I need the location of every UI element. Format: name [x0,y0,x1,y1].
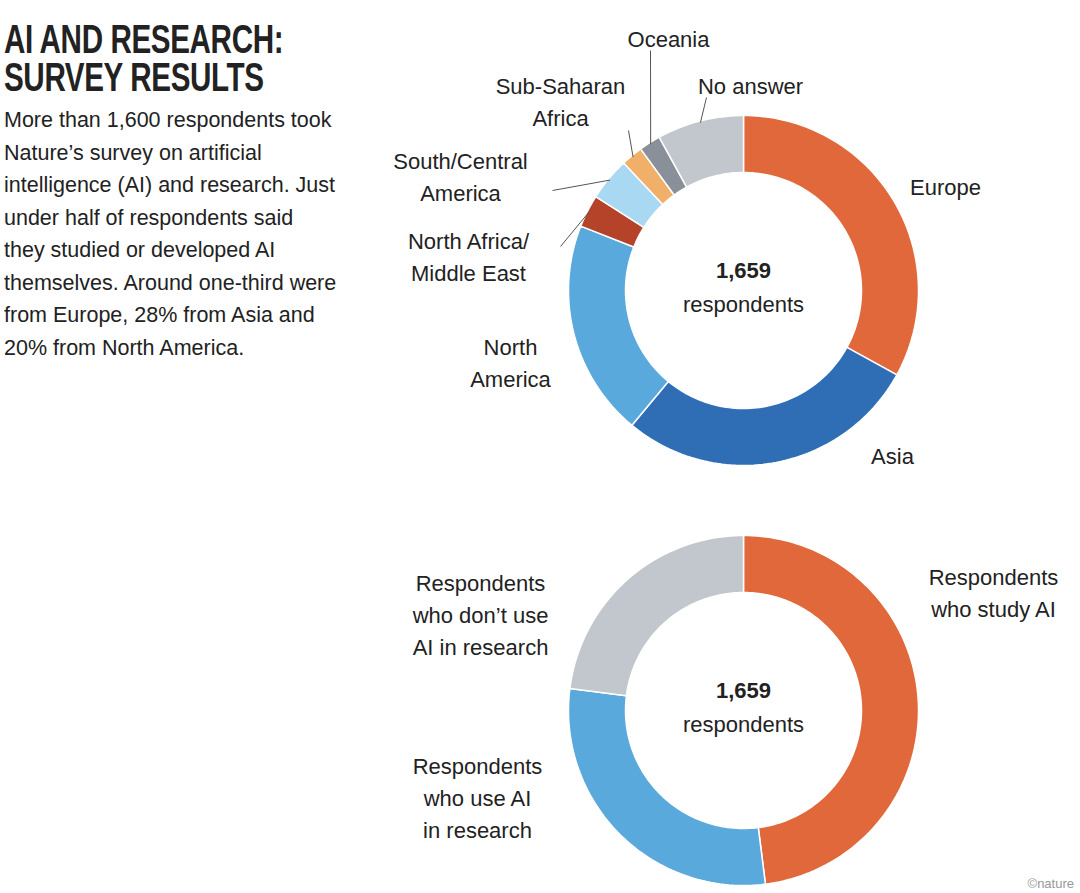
svg-text:1,659: 1,659 [716,258,771,283]
svg-text:South/CentralAmerica: South/CentralAmerica [393,149,528,206]
svg-text:respondents: respondents [683,292,804,317]
svg-text:North Africa/Middle East: North Africa/Middle East [408,229,530,286]
html-text:SURVEY RESULTS: SURVEY RESULTS [4,55,264,99]
svg-text:1,659: 1,659 [716,678,771,703]
svg-text:NorthAmerica: NorthAmerica [470,335,551,392]
svg-text:Respondentswho study AI: Respondentswho study AI [929,565,1059,622]
svg-text:Europe: Europe [910,175,981,200]
svg-text:Respondentswho don’t useAI in: Respondentswho don’t useAI in research [412,571,549,660]
html-text:More than 1,600 respondents to: More than 1,600 respondents took Nature’… [4,108,337,360]
html-text:©nature: ©nature [1027,876,1074,891]
svg-text:No answer: No answer [698,74,803,99]
svg-text:Oceania: Oceania [628,27,711,52]
svg-text:Respondentswho use AIin resear: Respondentswho use AIin research [413,754,543,843]
svg-text:Sub-SaharanAfrica: Sub-SaharanAfrica [496,74,626,131]
svg-text:Asia: Asia [871,444,915,469]
svg-text:respondents: respondents [683,712,804,737]
html-text:AI AND RESEARCH:: AI AND RESEARCH: [4,17,284,61]
